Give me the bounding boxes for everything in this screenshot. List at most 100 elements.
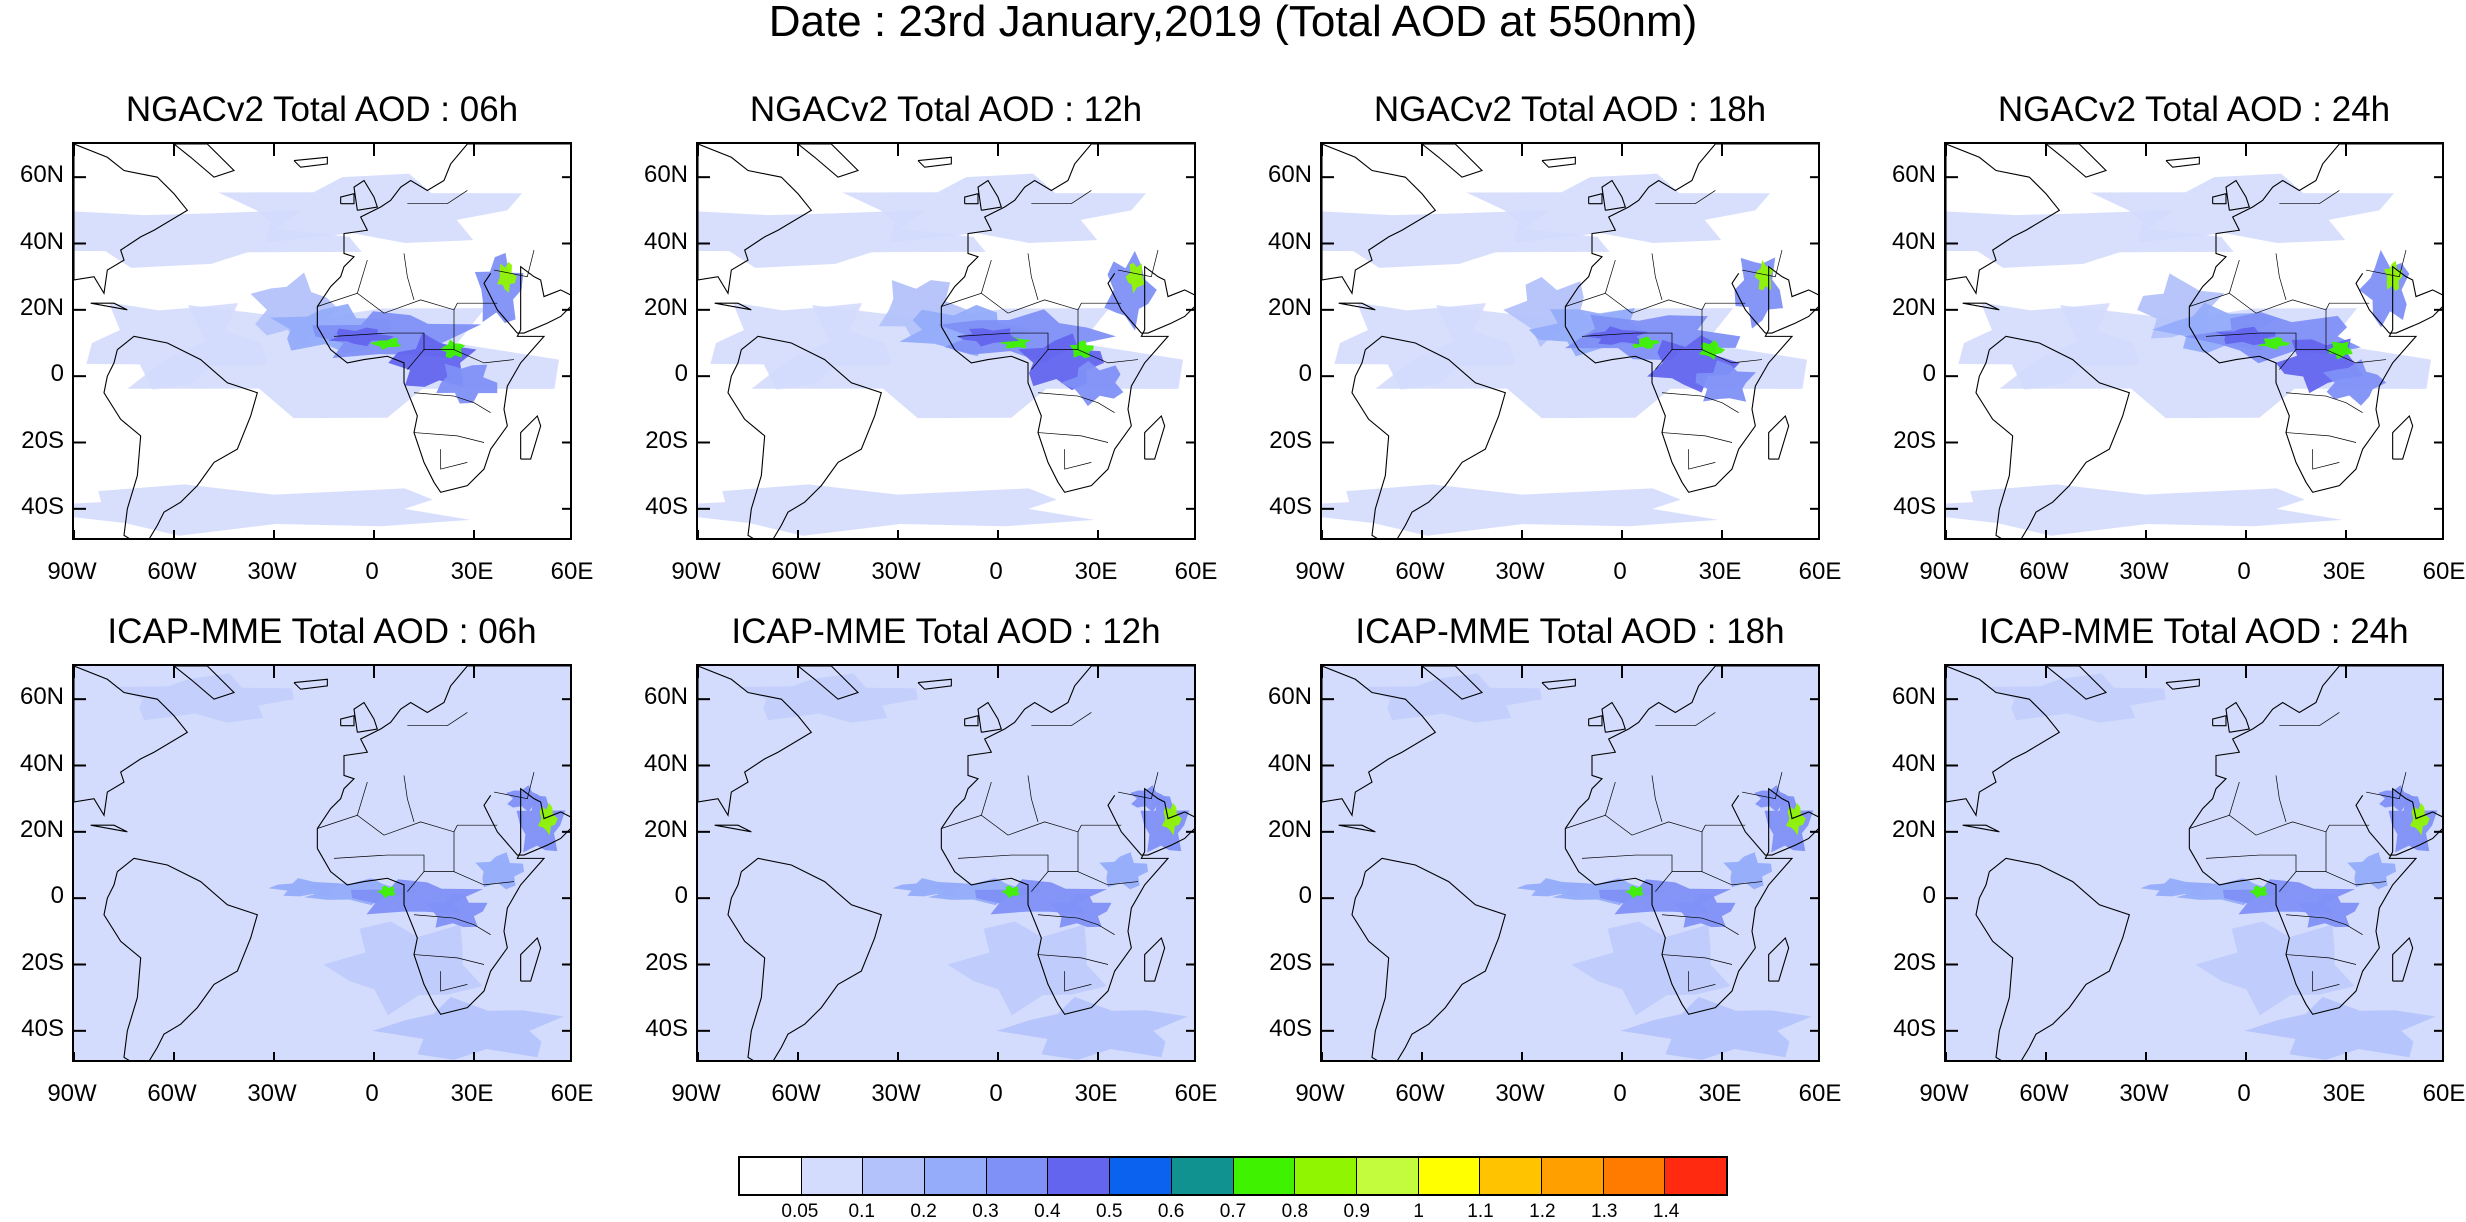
colorbar-swatch [801, 1158, 864, 1194]
coastline [340, 193, 355, 205]
lat-label: 40N [643, 749, 688, 777]
coastline [483, 273, 570, 334]
coastline [797, 666, 860, 700]
country-border [1661, 954, 1733, 965]
aod-region [996, 996, 1188, 1060]
aod-region [1564, 314, 1741, 361]
country-border [453, 349, 515, 364]
aod-region [736, 673, 918, 723]
aod-region [1628, 336, 1660, 350]
aod-region [937, 309, 1117, 363]
country-border [1655, 349, 1673, 370]
coastline [293, 156, 328, 168]
country-border [1604, 781, 1616, 816]
map-panel [696, 664, 1196, 1062]
map-panel [1320, 142, 1820, 540]
lat-label: 20N [1267, 815, 1312, 843]
coastline [1601, 179, 1627, 211]
lat-label: 40S [21, 492, 64, 520]
coastline [520, 936, 542, 982]
coastline [1351, 857, 1507, 1060]
coastline [1322, 666, 1437, 817]
coastline [964, 193, 979, 205]
country-border [2189, 292, 2327, 350]
coastline [1975, 335, 2131, 538]
coastline [940, 144, 1194, 493]
coastline [1946, 666, 2061, 817]
country-border [2279, 712, 2340, 727]
lon-label: 30E [2322, 558, 2366, 585]
country-border [1031, 712, 1092, 727]
coastline [2165, 678, 2200, 690]
lat-label: 60N [1267, 161, 1312, 189]
aod-map [698, 666, 1194, 1060]
country-border [356, 781, 368, 816]
aod-map [1946, 666, 2442, 1060]
aod-region [1647, 335, 1740, 393]
aod-region [74, 832, 220, 1014]
lat-label: 20N [1267, 293, 1312, 321]
lon-label: 90W [1295, 558, 1345, 585]
coastline [917, 156, 952, 168]
country-border [1031, 871, 1049, 892]
lat-label: 40N [1891, 227, 1936, 255]
colorbar-swatch [1356, 1158, 1419, 1194]
aod-region [2347, 852, 2396, 890]
map-panel [72, 664, 572, 1062]
coastline [2225, 701, 2251, 733]
figure-title: Date : 23rd January,2019 (Total AOD at 5… [768, 0, 1698, 46]
country-border [2228, 781, 2240, 816]
map-panel [1944, 142, 2444, 540]
coastline [2355, 795, 2442, 856]
aod-region [1946, 484, 2343, 536]
country-border [1037, 954, 1109, 965]
aod-region [698, 832, 844, 1014]
country-border [2275, 775, 2287, 822]
aod-region [2257, 336, 2291, 350]
country-border [2285, 392, 2363, 413]
coastline [353, 179, 379, 211]
panel-title: NGACv2 Total AOD : 18h [1373, 90, 1767, 129]
country-border [2365, 772, 2407, 800]
coastline [714, 824, 752, 833]
country-border [1655, 190, 1716, 205]
aod-region [2215, 326, 2276, 346]
lon-label: 60E [2422, 558, 2466, 585]
aod-region [2322, 359, 2387, 406]
lat-label: 40S [645, 1014, 688, 1042]
country-border [1655, 712, 1716, 727]
lat-label: 20N [19, 815, 64, 843]
lon-label: 30E [1698, 558, 1742, 585]
colorbar-label: 0.7 [1219, 1201, 1247, 1222]
lat-label: 20N [1891, 815, 1936, 843]
lon-label: 30W [2119, 1080, 2169, 1107]
aod-region [947, 921, 1107, 1016]
panel-title: NGACv2 Total AOD : 06h [125, 90, 519, 129]
lon-label: 60W [771, 558, 821, 585]
country-border [2285, 914, 2363, 935]
colorbar-label: 1.1 [1467, 1201, 1494, 1222]
coastline [173, 144, 236, 178]
country-border [1565, 292, 1703, 350]
aod-region [1620, 996, 1812, 1060]
lat-label: 20S [1893, 426, 1936, 454]
coastline [2355, 273, 2442, 334]
colorbar-swatch [1480, 1158, 1542, 1194]
country-border [2285, 432, 2357, 443]
country-border [403, 775, 415, 822]
country-border [440, 971, 468, 992]
country-border [2279, 871, 2297, 892]
colorbar-label: 0.9 [1343, 1201, 1370, 1222]
lat-label: 40S [21, 1014, 64, 1042]
lat-label: 20S [1269, 426, 1312, 454]
aod-map [1946, 144, 2442, 538]
country-border [413, 392, 491, 413]
lon-label: 30E [1074, 1080, 1118, 1107]
lon-label: 60E [2422, 1080, 2466, 1107]
lon-label: 0 [2237, 1080, 2251, 1107]
aod-region [436, 363, 498, 404]
country-border [493, 772, 535, 800]
coastline [316, 144, 570, 493]
country-border [407, 871, 425, 892]
aod-region [698, 210, 986, 268]
